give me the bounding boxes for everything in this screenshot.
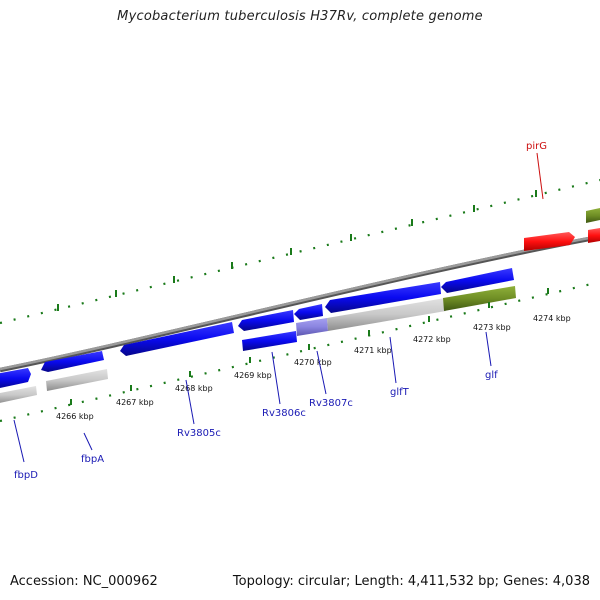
gene-label-glfT[interactable]: glfT: [390, 387, 410, 398]
reverse-strand-genes: [0, 286, 516, 404]
gene-forward-blue[interactable]: [238, 310, 294, 331]
gene-label-glf[interactable]: glf: [485, 370, 498, 381]
gene-reverse-grey[interactable]: [46, 369, 108, 391]
accession-text: Accession: NC_000962: [10, 574, 158, 589]
outer-tick-track: [0, 178, 600, 325]
gene-label-pirG[interactable]: pirG: [526, 141, 547, 152]
leader-Rv3806c: [271, 351, 281, 405]
gene-forward-blue[interactable]: [41, 351, 104, 372]
scale-label: 4271 kbp: [354, 346, 392, 355]
gene-pirG[interactable]: [524, 232, 575, 251]
scale-label: 4266 kbp: [56, 412, 94, 421]
inner-scale-track: 4266 kbp 4267 kbp 4268 kbp 4269 kbp 4270…: [0, 280, 600, 423]
leader-Rv3805c: [185, 379, 195, 425]
leader-fbpA: [83, 432, 93, 451]
scale-label: 4269 kbp: [234, 371, 272, 380]
genome-title: Mycobacterium tuberculosis H37Rv, comple…: [117, 9, 483, 24]
gene-label-fbpA[interactable]: fbpA: [81, 454, 104, 465]
gene-forward-blue[interactable]: [0, 368, 31, 389]
leader-glfT: [389, 336, 397, 384]
gene-labels: fbpD fbpA Rv3805c Rv3806c Rv3807c glfT g…: [14, 141, 547, 481]
gene-label-Rv3806c[interactable]: Rv3806c: [262, 408, 306, 419]
scale-label: 4270 kbp: [294, 358, 332, 367]
leader-fbpD: [13, 419, 25, 463]
gene-reverse-lavender[interactable]: [296, 318, 328, 336]
gene-reverse-grey[interactable]: [327, 298, 446, 331]
topology-summary: Topology: circular; Length: 4,411,532 bp…: [232, 574, 590, 589]
scale-label: 4273 kbp: [473, 323, 511, 332]
leader-pirG: [536, 152, 544, 200]
gene-olive-partial[interactable]: [586, 208, 600, 223]
gene-reverse-grey[interactable]: [0, 386, 37, 404]
outer-tick-dots: [0, 178, 600, 325]
gene-reverse-blue[interactable]: [242, 331, 297, 351]
gene-label-Rv3805c[interactable]: Rv3805c: [177, 428, 221, 439]
gene-label-leaders: [13, 152, 544, 463]
gene-forward-blue[interactable]: [441, 268, 514, 293]
scale-label: 4274 kbp: [533, 314, 571, 323]
leader-glf: [485, 331, 492, 367]
forward-strand-genes: [0, 208, 600, 389]
gene-red-partial[interactable]: [588, 228, 600, 243]
gene-reverse-olive[interactable]: [443, 286, 516, 311]
gene-forward-blue[interactable]: [294, 304, 323, 320]
leader-Rv3807c: [316, 350, 327, 395]
gene-label-fbpD[interactable]: fbpD: [14, 470, 38, 481]
scale-label: 4267 kbp: [116, 398, 154, 407]
scale-label: 4272 kbp: [413, 335, 451, 344]
gene-label-Rv3807c[interactable]: Rv3807c: [309, 398, 353, 409]
genome-backbone: [0, 234, 600, 371]
scale-label: 4268 kbp: [175, 384, 213, 393]
gene-forward-blue[interactable]: [325, 282, 441, 313]
gene-forward-blue[interactable]: [120, 322, 234, 356]
